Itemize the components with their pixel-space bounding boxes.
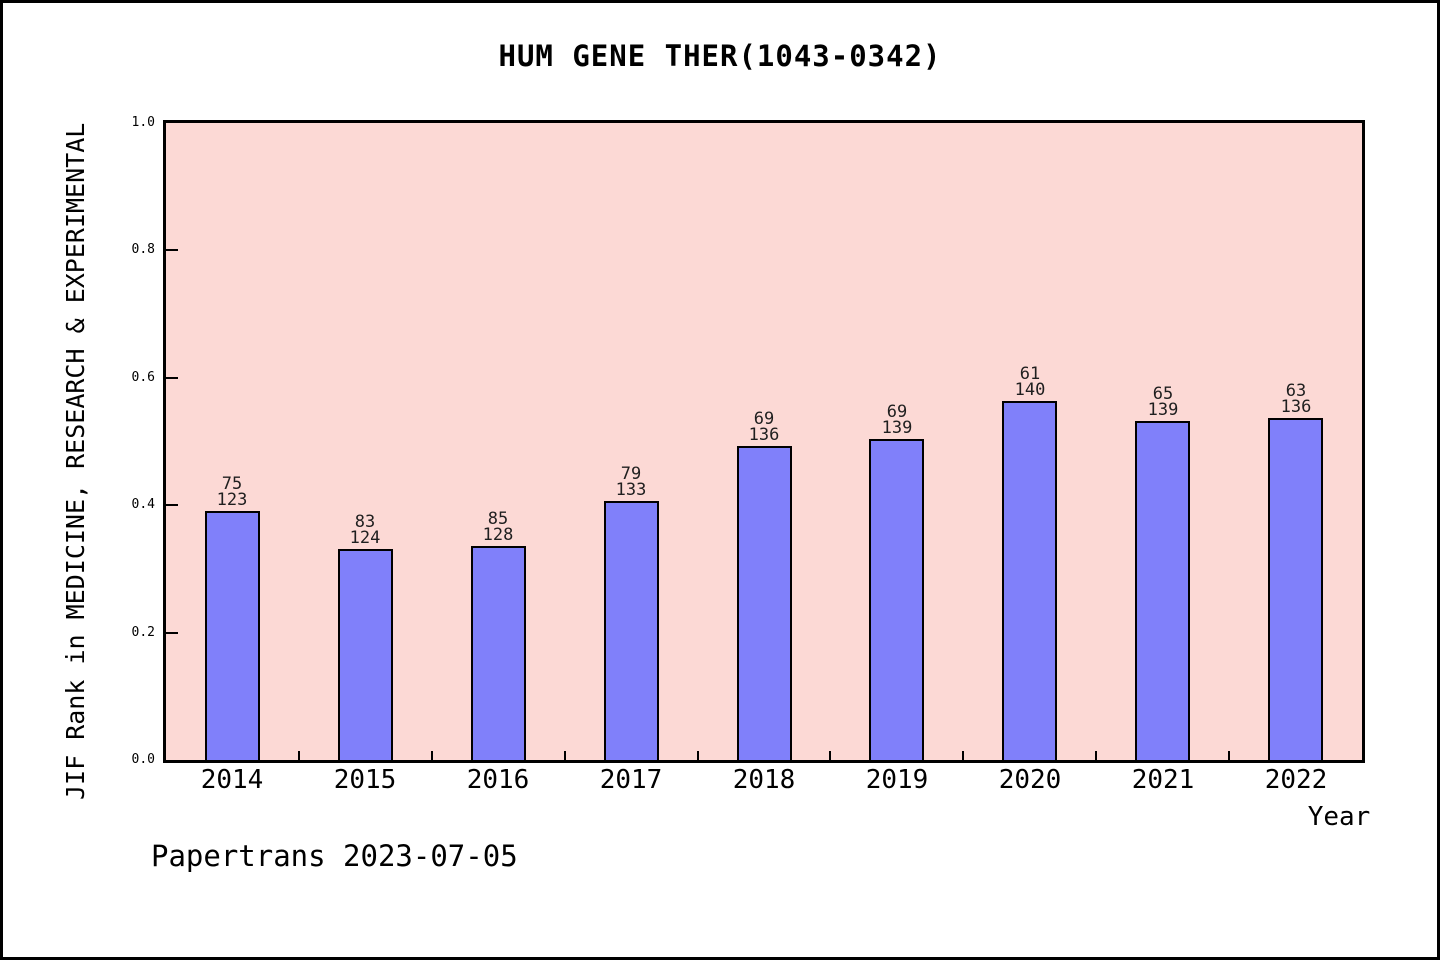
x-minor-tick [829, 751, 831, 760]
y-tick [166, 504, 178, 506]
x-tick-label-2015: 2015 [333, 765, 397, 795]
bar-2021 [1135, 421, 1190, 760]
bar-label-2020: 61 140 [1014, 364, 1046, 400]
y-tick-label: 0.8 [131, 242, 155, 257]
y-tick-label: 0.6 [131, 370, 155, 385]
y-tick [166, 632, 178, 634]
x-minor-tick [1095, 751, 1097, 760]
bar-2019 [869, 439, 924, 760]
bar-label-2022: 63 136 [1280, 381, 1312, 417]
bar-2014 [205, 511, 260, 760]
plot-area: 75 123 83 124 85 128 79 133 69 136 69 139 61 1… [163, 120, 1365, 763]
x-minor-tick [431, 751, 433, 760]
x-tick-label-2017: 2017 [599, 765, 663, 795]
y-tick-label: 0.2 [131, 625, 155, 640]
bar-2018 [737, 446, 792, 760]
x-minor-tick [564, 751, 566, 760]
bar-label-2014: 75 123 [216, 474, 248, 510]
bar-2016 [471, 546, 526, 760]
y-axis-label: JIF Rank in MEDICINE, RESEARCH & EXPERIM… [61, 122, 90, 800]
plot-inner: 75 123 83 124 85 128 79 133 69 136 69 139 61 1… [166, 123, 1362, 760]
bar-label-2017: 79 133 [615, 464, 647, 500]
x-tick-label-2019: 2019 [865, 765, 929, 795]
bar-2015 [338, 549, 393, 760]
x-tick-label-2018: 2018 [732, 765, 796, 795]
x-minor-tick [298, 751, 300, 760]
y-tick [166, 249, 178, 251]
x-axis-label: Year [1307, 802, 1371, 832]
watermark-text: Papertrans 2023-07-05 [151, 839, 518, 873]
y-tick [166, 377, 178, 379]
x-tick-label-2021: 2021 [1131, 765, 1195, 795]
bar-2020 [1002, 401, 1057, 760]
bar-label-2015: 83 124 [349, 512, 381, 548]
y-tick-label: 0.0 [131, 752, 155, 767]
x-minor-tick [1228, 751, 1230, 760]
bar-label-2018: 69 136 [748, 409, 780, 445]
y-tick-label: 1.0 [131, 115, 155, 130]
bar-label-2016: 85 128 [482, 509, 514, 545]
chart-title: HUM GENE THER(1043-0342) [498, 39, 942, 73]
bar-label-2021: 65 139 [1147, 384, 1179, 420]
x-tick-label-2016: 2016 [466, 765, 530, 795]
x-tick-label-2022: 2022 [1264, 765, 1328, 795]
x-tick-label-2020: 2020 [998, 765, 1062, 795]
bar-2017 [604, 501, 659, 760]
bar-label-2019: 69 139 [881, 402, 913, 438]
y-tick-label: 0.4 [131, 497, 155, 512]
x-minor-tick [697, 751, 699, 760]
x-tick-label-2014: 2014 [200, 765, 264, 795]
bar-2022 [1268, 418, 1323, 760]
x-minor-tick [962, 751, 964, 760]
